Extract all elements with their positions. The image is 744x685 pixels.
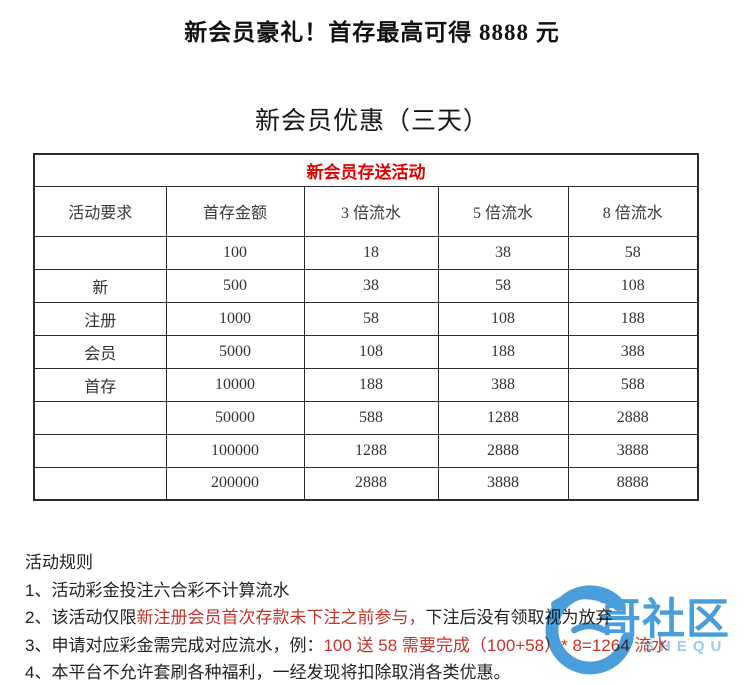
table-cell: 188: [567, 301, 699, 336]
row-label: [33, 433, 167, 468]
table-body: 100 18 38 58 新 500 38 58 108 注册 1000 58 108 188 会员 5000…: [33, 235, 699, 501]
rule-text-highlight: 新注册会员首次存款未下注之前参与，: [136, 608, 426, 627]
table-caption: 新会员存送活动: [33, 153, 699, 187]
table-cell: 8888: [567, 466, 699, 501]
table-cell: 58: [437, 268, 569, 303]
table-cell: 200000: [165, 466, 305, 501]
rules-list: 1、活动彩金投注六合彩不计算流水 2、该活动仅限新注册会员首次存款未下注之前参与，…: [25, 577, 744, 685]
table-cell: 18: [303, 235, 439, 270]
rule-item: 4、本平台不允许套刷各种福利，一经发现将扣除取消各类优惠。: [25, 659, 744, 685]
table-cell: 1288: [303, 433, 439, 468]
table-cell: 500: [165, 268, 305, 303]
row-label: 新: [33, 268, 167, 303]
table-cell: 108: [437, 301, 569, 336]
table-row: 100000 1288 2888 3888: [33, 433, 699, 468]
rule-text: 1、活动彩金投注六合彩不计算流水: [25, 580, 290, 600]
rules-heading: 活动规则: [25, 553, 93, 572]
column-header: 8 倍流水: [567, 185, 699, 237]
rule-item: 1、活动彩金投注六合彩不计算流水: [25, 577, 744, 605]
table-header-row: 活动要求 首存金额 3 倍流水 5 倍流水 8 倍流水: [33, 185, 699, 237]
table-cell: 5000: [165, 334, 305, 369]
row-label: 首存: [33, 367, 167, 402]
table-row: 200000 2888 3888 8888: [33, 466, 699, 501]
table-cell: 108: [303, 334, 439, 369]
table-cell: 188: [437, 334, 569, 369]
table-cell: 1000: [165, 301, 305, 336]
table-row: 注册 1000 58 108 188: [33, 301, 699, 336]
table-row: 新 500 38 58 108: [33, 268, 699, 303]
column-header: 活动要求: [33, 185, 167, 237]
table-cell: 100: [165, 235, 305, 270]
table-cell: 588: [303, 400, 439, 435]
rule-text: 4、本平台不允许套刷各种福利，一经发现将扣除取消各类优惠。: [25, 663, 511, 682]
table-cell: 2888: [437, 433, 569, 468]
table-cell: 2888: [303, 466, 439, 501]
deposit-bonus-table: 新会员存送活动 活动要求 首存金额 3 倍流水 5 倍流水 8 倍流水 100 18 38 5…: [33, 153, 700, 501]
table-cell: 38: [437, 235, 569, 270]
rule-item: 3、申请对应彩金需完成对应流水，例：100 送 58 需要完成（100+58）*…: [25, 632, 744, 660]
rule-text: 2、该活动仅限: [25, 608, 137, 627]
column-header: 首存金额: [165, 185, 305, 237]
rule-text: 下注后没有领取视为放弃: [425, 608, 613, 627]
row-label: [33, 235, 167, 270]
table-cell: 388: [437, 367, 569, 402]
table-row: 50000 588 1288 2888: [33, 400, 699, 435]
table-cell: 2888: [567, 400, 699, 435]
rule-item: 2、该活动仅限新注册会员首次存款未下注之前参与，下注后没有领取视为放弃: [25, 604, 744, 632]
table-row: 100 18 38 58: [33, 235, 699, 270]
row-label: [33, 400, 167, 435]
table-cell: 58: [567, 235, 699, 270]
table-cell: 38: [303, 268, 439, 303]
rule-text: 3、申请对应彩金需完成对应流水，例：: [25, 635, 324, 655]
column-header: 3 倍流水: [303, 185, 439, 237]
table-cell: 50000: [165, 400, 305, 435]
page-subtitle: 新会员优惠（三天）: [254, 108, 489, 135]
rules-section: 活动规则 1、活动彩金投注六合彩不计算流水 2、该活动仅限新注册会员首次存款未下注…: [25, 549, 744, 685]
column-header: 5 倍流水: [437, 185, 569, 237]
table-cell: 188: [303, 367, 439, 402]
table-cell: 1288: [437, 400, 569, 435]
table-row: 首存 10000 188 388 588: [33, 367, 699, 402]
rule-text-highlight: 100 送 58 需要完成（100+58）* 8=1264 流水: [323, 635, 669, 655]
table-caption-row: 新会员存送活动: [33, 153, 699, 187]
page-title: 新会员豪礼！首存最高可得 8888 元: [184, 20, 560, 45]
table-cell: 10000: [165, 367, 305, 402]
table-cell: 108: [567, 268, 699, 303]
table-cell: 3888: [567, 433, 699, 468]
table-cell: 588: [567, 367, 699, 402]
table-cell: 58: [303, 301, 439, 336]
table-cell: 100000: [165, 433, 305, 468]
row-label: 注册: [33, 301, 167, 336]
table-cell: 3888: [437, 466, 569, 501]
row-label: [33, 466, 167, 501]
table-row: 会员 5000 108 188 388: [33, 334, 699, 369]
table-cell: 388: [567, 334, 699, 369]
row-label: 会员: [33, 334, 167, 369]
